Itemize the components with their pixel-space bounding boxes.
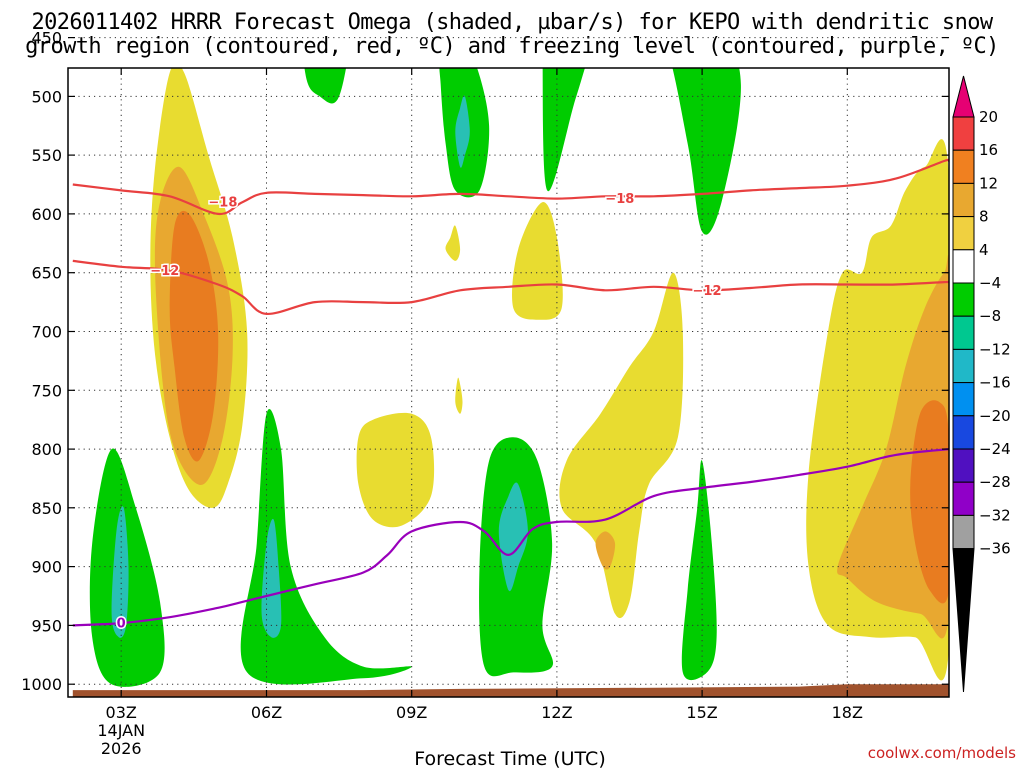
- contour-layer: −18 −18 −12 −12 0: [72, 158, 949, 633]
- grid-layer: [68, 37, 949, 697]
- colorbar-swatch: [952, 116, 975, 151]
- colorbar-swatch: [952, 448, 975, 483]
- colorbar-label: −12: [979, 340, 1011, 358]
- contour-label: −18: [208, 196, 237, 211]
- y-tick-label: 750: [31, 381, 62, 400]
- y-tick-label: 900: [31, 558, 62, 577]
- y-tick-label: 800: [31, 440, 62, 459]
- colorbar-label: −24: [979, 440, 1011, 458]
- colorbar-label: 8: [979, 208, 989, 226]
- y-tick-label: 700: [31, 323, 62, 342]
- x-tick-label: 03Z: [106, 703, 137, 722]
- colorbar-label: −16: [979, 374, 1011, 392]
- contour-label: −18: [605, 192, 634, 207]
- omega-area-cyan: [261, 518, 282, 638]
- omega-area-green: [795, 0, 958, 42]
- colorbar-label: 20: [979, 108, 998, 126]
- colorbar-swatch: [952, 149, 975, 184]
- colorbar-swatch: [952, 75, 975, 118]
- colorbar-label: −28: [979, 473, 1011, 491]
- omega-area-cyan: [111, 506, 129, 638]
- contour-label: −12: [693, 284, 722, 299]
- colorbar-swatch: [952, 382, 975, 417]
- colorbar-swatch: [952, 348, 975, 384]
- colorbar-label: 4: [979, 241, 989, 259]
- omega-shading-layer: [72, 0, 958, 697]
- chart-title-line-1: 2026011402 HRRR Forecast Omega (shaded, …: [31, 10, 993, 35]
- y-tick-label: 600: [31, 205, 62, 224]
- omega-area-cyan: [498, 482, 528, 592]
- colorbar-swatch: [952, 315, 975, 350]
- colorbar-label: −8: [979, 307, 1001, 325]
- credit-text: coolwx.com/models: [868, 744, 1016, 762]
- omega-area-cyan: [455, 95, 470, 168]
- x-tick-label: 15Z: [686, 703, 717, 722]
- colorbar-swatch: [952, 182, 975, 218]
- contour-line-minus18: [72, 158, 949, 216]
- omega-area-orange-light: [595, 531, 616, 570]
- colorbar-label: −4: [979, 274, 1001, 292]
- ground-terrain: [72, 684, 949, 697]
- colorbar: 20 16 12 8 4 −4 −8 −12 −16 −20 −24 −28 −32 −36: [952, 75, 1011, 693]
- contour-line-minus12: [72, 259, 949, 316]
- contour-line-0: [72, 448, 949, 627]
- axes-layer: 2503003504004505005506006507007508008509…: [21, 29, 949, 758]
- omega-area-green: [304, 68, 347, 104]
- omega-area-green: [240, 408, 412, 685]
- colorbar-swatch: [952, 216, 975, 251]
- contour-label: 0: [117, 617, 126, 632]
- colorbar-label: 12: [979, 174, 998, 192]
- omega-area-green: [542, 68, 741, 235]
- omega-area-yellow: [455, 377, 463, 414]
- colorbar-swatch: [952, 282, 975, 317]
- y-tick-label: 650: [31, 264, 62, 283]
- omega-area-green: [681, 460, 717, 681]
- y-tick-label: 850: [31, 499, 62, 518]
- plot-frame: [67, 67, 950, 698]
- omega-area-yellow: [356, 412, 435, 528]
- colorbar-swatch: [952, 249, 975, 284]
- omega-area-yellow: [512, 202, 563, 320]
- colorbar-label: −20: [979, 407, 1011, 425]
- y-tick-label: 450: [31, 29, 62, 48]
- y-tick-label: 550: [31, 146, 62, 165]
- x-axis-label: Forecast Time (UTC): [414, 748, 605, 768]
- colorbar-swatch: [952, 481, 975, 516]
- x-tick-label: 06Z: [251, 703, 282, 722]
- x-tick-label: 18Z: [832, 703, 863, 722]
- y-tick-label: 500: [31, 87, 62, 106]
- contour-label: −12: [150, 264, 179, 279]
- x-tick-label: 12Z: [541, 703, 572, 722]
- colorbar-swatch: [952, 415, 975, 450]
- y-tick-label: 1000: [21, 675, 62, 694]
- x-tick-date-label: 14JAN: [97, 721, 145, 740]
- colorbar-label: −36: [979, 540, 1011, 558]
- colorbar-label: 16: [979, 141, 998, 159]
- colorbar-swatch: [952, 548, 975, 693]
- colorbar-swatch: [952, 514, 975, 550]
- chart-title-line-2: growth region (contoured, red, ºC) and f…: [25, 34, 999, 59]
- x-tick-year-label: 2026: [101, 739, 142, 758]
- y-tick-label: 950: [31, 616, 62, 635]
- omega-area-yellow: [445, 225, 461, 261]
- x-tick-label: 09Z: [396, 703, 427, 722]
- colorbar-label: −32: [979, 506, 1011, 524]
- omega-area-yellow: [559, 272, 684, 619]
